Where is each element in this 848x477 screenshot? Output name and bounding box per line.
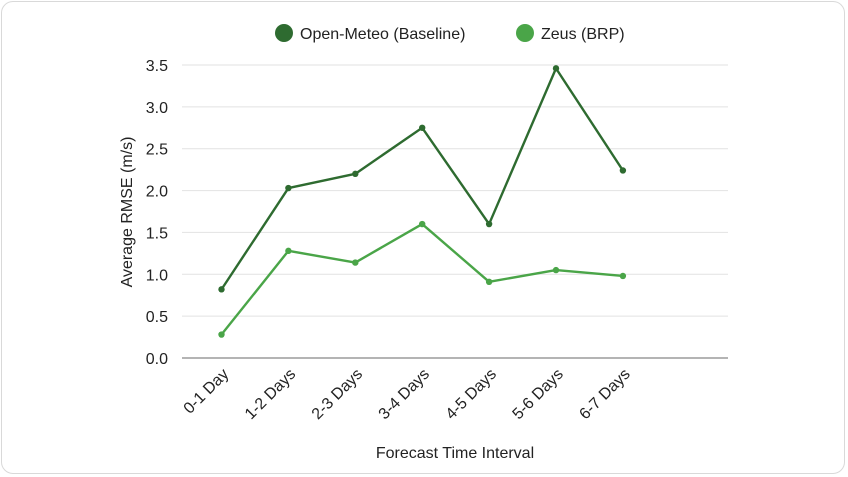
x-tick-label: 3-4 Days [376, 366, 433, 423]
x-axis-ticks: 0-1 Day 1-2 Days 2-3 Days 3-4 Days 4-5 Days 5… [181, 366, 634, 423]
x-tick-label: 4-5 Days [443, 366, 500, 423]
x-axis-title: Forecast Time Interval [376, 445, 534, 462]
x-tick-label: 2-3 Days [309, 366, 366, 423]
series-line-1 [220, 222, 624, 336]
y-tick-label: 2.5 [146, 142, 168, 159]
series-group [218, 65, 627, 338]
legend-label: Zeus (BRP) [541, 26, 625, 43]
data-point [218, 331, 225, 338]
x-tick-label: 1-2 Days [242, 366, 299, 423]
y-tick-label: 3.0 [146, 100, 168, 117]
x-tick-label: 6-7 Days [576, 366, 633, 423]
data-point [552, 266, 560, 274]
data-point [419, 220, 426, 228]
x-tick-label: 5-6 Days [510, 366, 567, 423]
data-point [485, 278, 493, 286]
legend-marker [275, 24, 293, 42]
data-point [619, 272, 627, 280]
data-point [285, 184, 292, 192]
data-point [485, 220, 493, 228]
y-tick-label: 1.5 [146, 225, 168, 242]
data-point [419, 124, 426, 131]
legend-marker [516, 24, 534, 42]
data-point [552, 65, 560, 72]
data-point [352, 259, 359, 266]
legend: Open-Meteo (Baseline) Zeus (BRP) [275, 24, 625, 43]
y-axis-ticks: 0.0 0.5 1.0 1.5 2.0 2.5 3.0 3.5 [146, 58, 168, 368]
y-tick-label: 1.0 [146, 267, 168, 284]
y-axis-title: Average RMSE (m/s) [119, 137, 136, 288]
legend-label: Open-Meteo (Baseline) [300, 26, 465, 43]
data-point [285, 247, 292, 255]
data-point [352, 170, 359, 178]
y-tick-label: 0.5 [146, 309, 168, 326]
series-line-0 [220, 67, 624, 291]
data-point [218, 286, 225, 293]
y-tick-label: 0.0 [146, 351, 168, 368]
data-point [619, 167, 627, 174]
y-tick-label: 2.0 [146, 184, 168, 201]
y-tick-label: 3.5 [146, 58, 168, 75]
grid-lines [182, 64, 728, 359]
x-tick-label: 0-1 Day [181, 366, 233, 418]
